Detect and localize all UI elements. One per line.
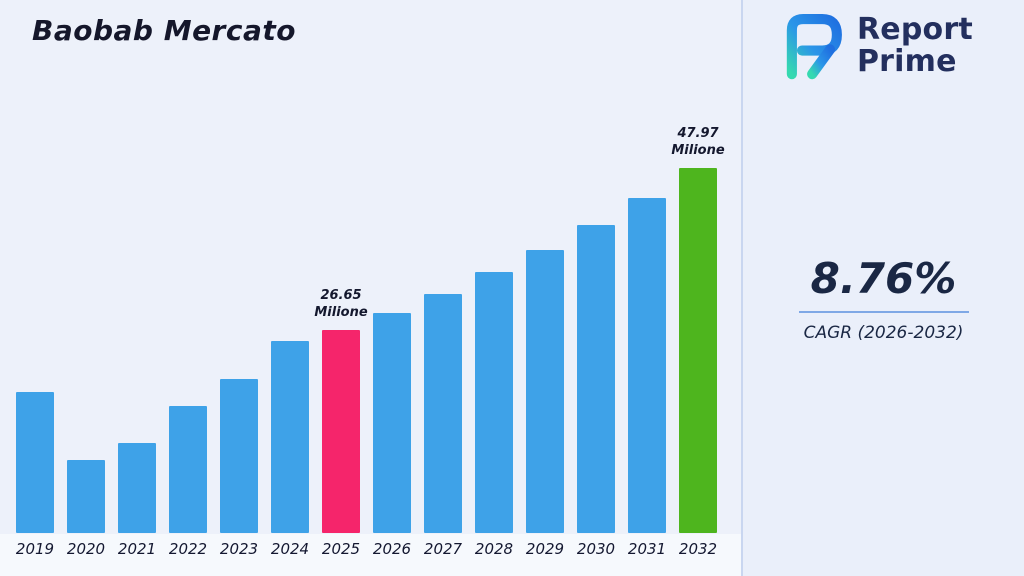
bar-area — [271, 113, 309, 533]
bar-area — [628, 113, 666, 533]
xaxis-strip — [0, 534, 741, 576]
bar-area: 47.97 Milione — [671, 113, 725, 533]
bar-area: 26.65 Milione — [314, 113, 368, 533]
bar — [679, 168, 717, 533]
bar-column: 2023 — [220, 113, 258, 558]
bar-area — [220, 113, 258, 533]
bar-column: 2026 — [373, 113, 411, 558]
bar-label: 2025 — [321, 540, 361, 558]
bar-area — [373, 113, 411, 533]
bar-column: 2024 — [271, 113, 309, 558]
bar — [271, 341, 309, 533]
bar-label: 2028 — [474, 540, 514, 558]
bar-label: 2030 — [576, 540, 616, 558]
bar-label: 2024 — [270, 540, 310, 558]
page-title: Baobab Mercato — [32, 14, 296, 47]
bar-column: 2021 — [118, 113, 156, 558]
bar-column: 2028 — [475, 113, 513, 558]
logo-text-line1: Report — [857, 11, 973, 47]
bar-label: 2019 — [15, 540, 55, 558]
bar-label: 2021 — [117, 540, 157, 558]
report-prime-logo: Report Prime — [775, 10, 973, 82]
cagr-label: CAGR (2026-2032) — [803, 323, 964, 343]
bar-area — [67, 113, 105, 533]
bar — [424, 294, 462, 533]
bar-column: 47.97 Milione 2032 — [671, 113, 725, 558]
logo-text-line2: Prime — [857, 44, 957, 79]
bar-label: 2031 — [627, 540, 667, 558]
bar-label: 2022 — [168, 540, 208, 558]
report-prime-logo-icon — [786, 13, 842, 80]
section-divider — [741, 0, 743, 576]
bar-annotation: 26.65 Milione — [314, 288, 368, 321]
bar-column: 2030 — [577, 113, 615, 558]
bar — [475, 272, 513, 533]
bar-label: 2027 — [423, 540, 463, 558]
bar — [16, 392, 54, 533]
bar — [526, 250, 564, 533]
bar — [220, 379, 258, 533]
bar — [169, 406, 207, 533]
bar-label: 2029 — [525, 540, 565, 558]
bar-chart: 2019 2020 2021 2022 2023 2024 26.65 Milione 202… — [16, 113, 725, 558]
bar-area — [475, 113, 513, 533]
info-section: Report Prime 8.76% CAGR (2026-2032) — [743, 0, 1024, 576]
bar-column: 2019 — [16, 113, 54, 558]
bar-label: 2020 — [66, 540, 106, 558]
bar-area — [526, 113, 564, 533]
bar-area — [577, 113, 615, 533]
bar-area — [118, 113, 156, 533]
chart-section: Baobab Mercato 2019 2020 2021 2022 2023 2024 2… — [0, 14, 741, 576]
bar — [373, 313, 411, 533]
bar — [577, 225, 615, 533]
bar-column: 2029 — [526, 113, 564, 558]
bar-column: 26.65 Milione 2025 — [314, 113, 368, 558]
bar-column: 2027 — [424, 113, 462, 558]
bar-annotation: 47.97 Milione — [671, 126, 725, 159]
bar-area — [169, 113, 207, 533]
bar-column: 2020 — [67, 113, 105, 558]
cagr-divider — [798, 311, 969, 313]
bar-area — [16, 113, 54, 533]
bar — [118, 443, 156, 533]
bar-column: 2031 — [628, 113, 666, 558]
bar-label: 2026 — [372, 540, 412, 558]
cagr-value: 8.76% — [810, 254, 957, 303]
bar-column: 2022 — [169, 113, 207, 558]
cagr-block: 8.76% CAGR (2026-2032) — [743, 254, 1024, 343]
logo-text: Report Prime — [857, 11, 973, 79]
bar — [628, 198, 666, 533]
bar-label: 2023 — [219, 540, 259, 558]
bar — [322, 330, 360, 533]
bar-area — [424, 113, 462, 533]
bar-label: 2032 — [678, 540, 718, 558]
bar — [67, 460, 105, 533]
